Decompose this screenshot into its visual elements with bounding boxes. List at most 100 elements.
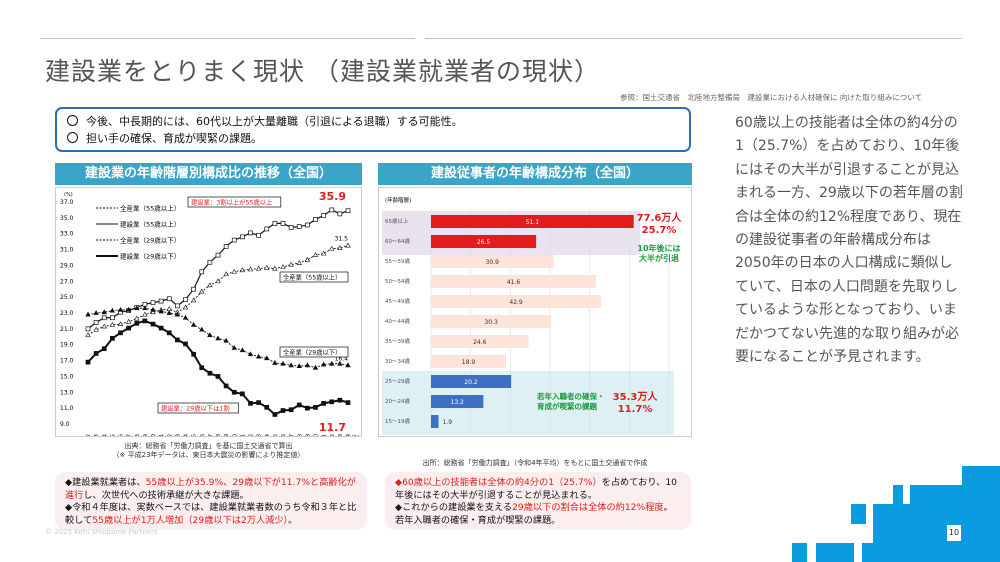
data-point [321, 401, 326, 406]
annotation-value: 16.4 [335, 355, 349, 362]
note-item: ◆60歳以上の技能者は全体の約4分の1（25.7%）を占めており、10年後にはそ… [395, 477, 681, 502]
bar [431, 235, 537, 248]
data-point [93, 310, 99, 315]
annotation-label: 77.6万人 [637, 211, 683, 224]
annotation-value: 11.7 [319, 421, 346, 434]
header-rule-left [40, 38, 415, 39]
y-tick-label: 35.0 [60, 215, 74, 222]
callout-item: 担い手の確保、育成が喫緊の課題。 [67, 130, 679, 147]
category-label: 55～59歳 [385, 257, 410, 265]
x-tick-label: H8 [135, 434, 141, 436]
bar [431, 275, 597, 288]
data-point [256, 400, 261, 405]
annotation-label: 大半が引退 [639, 253, 679, 263]
data-point [288, 225, 294, 230]
data-point [215, 335, 221, 341]
annotation-label: 35.3万人 [613, 390, 659, 403]
x-tick-label: H27 [289, 434, 295, 436]
data-point [255, 265, 262, 271]
bar-value-label: 24.6 [473, 339, 487, 346]
bar-value-label: 1.9 [443, 419, 453, 426]
note-item: ◆これからの建設業を支える29歳以下の割合は全体の約12%程度。若年入職者の確保… [395, 502, 681, 527]
data-point [280, 221, 286, 226]
data-point [264, 355, 270, 361]
bar [431, 395, 484, 408]
y-axis-unit: (%) [64, 192, 73, 198]
reference-text: 参照：国土交通省 北陸地方整備局 建設業における人材確保に 向けた取り組みについ… [620, 93, 923, 102]
bar [431, 375, 512, 388]
data-point [337, 360, 343, 366]
data-point [223, 271, 229, 277]
annotation-box [157, 402, 239, 414]
data-point [304, 256, 311, 262]
annotation-box [279, 271, 349, 283]
x-tick-label: H18 [216, 434, 222, 436]
x-tick-label: H11 [159, 434, 165, 436]
data-point [337, 245, 343, 250]
data-point [231, 268, 237, 274]
data-point [231, 389, 237, 395]
category-label: 65歳以上 [385, 217, 409, 225]
data-point [191, 351, 196, 357]
data-point [256, 232, 261, 238]
right-chart-heading: 建設従事者の年齢構成分布（全国） [378, 163, 692, 185]
data-point [240, 234, 245, 240]
diamond-bullet-icon: ◆ [65, 502, 73, 513]
category-label: 50～54歳 [385, 277, 410, 285]
highlight-region [382, 371, 674, 435]
category-label: 20～24歳 [385, 397, 410, 405]
data-point [93, 320, 99, 325]
bar-value-label: 41.6 [507, 279, 521, 286]
x-tick-label: H23 [257, 434, 263, 436]
annotation-label: 育成が喫緊の課題 [537, 401, 597, 411]
data-point [101, 323, 107, 329]
data-point [125, 318, 132, 324]
data-point [175, 337, 180, 343]
bar-value-label: 30.3 [484, 319, 498, 326]
data-point [166, 310, 172, 315]
data-point [110, 336, 115, 341]
data-point [345, 400, 351, 405]
data-point [207, 259, 213, 265]
data-point [345, 242, 351, 248]
y-tick-label: 9.0 [60, 421, 70, 428]
data-point [93, 326, 99, 332]
data-point [272, 265, 278, 271]
x-tick-label: H4 [102, 434, 108, 436]
data-point [118, 330, 123, 336]
data-point [215, 278, 221, 284]
data-point [174, 311, 181, 317]
data-point [117, 306, 124, 312]
x-tick-label: R2 [330, 434, 336, 436]
annotation-label: 建設業：3割以上が55歳以上 [191, 198, 272, 207]
annotation-label: 10年後には [637, 243, 680, 253]
data-point [150, 309, 156, 315]
data-point [207, 282, 213, 288]
bar-value-label: 51.1 [526, 219, 540, 226]
data-point [248, 401, 253, 406]
data-point [191, 286, 196, 292]
left-notes: ◆建設業就業者は、55歳以上が35.9%、29歳以下が11.7%と高齢化が進行し… [55, 472, 367, 530]
note-text: 。 [288, 514, 298, 526]
data-point [280, 360, 286, 366]
data-point [134, 315, 140, 321]
data-point [247, 351, 254, 357]
data-point [150, 306, 156, 312]
data-point [166, 296, 172, 302]
annotation-box [187, 196, 282, 208]
legend-label: 建設業（29歳以下） [120, 252, 180, 261]
y-axis-unit: (年齢階層) [385, 196, 411, 204]
y-tick-label: 19.0 [60, 342, 74, 349]
data-point [158, 325, 164, 331]
data-point [264, 405, 270, 410]
callout-item: 今後、中長期的には、60代以上が大量離職（引退による退職）する可能性。 [67, 113, 679, 130]
data-point [142, 318, 148, 324]
data-point [93, 351, 99, 356]
data-point [304, 362, 311, 368]
data-point [305, 405, 310, 411]
y-tick-label: 25.0 [60, 294, 74, 301]
y-tick-label: 21.0 [60, 326, 74, 333]
data-point [288, 261, 294, 267]
data-point [239, 347, 246, 353]
note-text: これからの建設業を支える [402, 502, 513, 513]
